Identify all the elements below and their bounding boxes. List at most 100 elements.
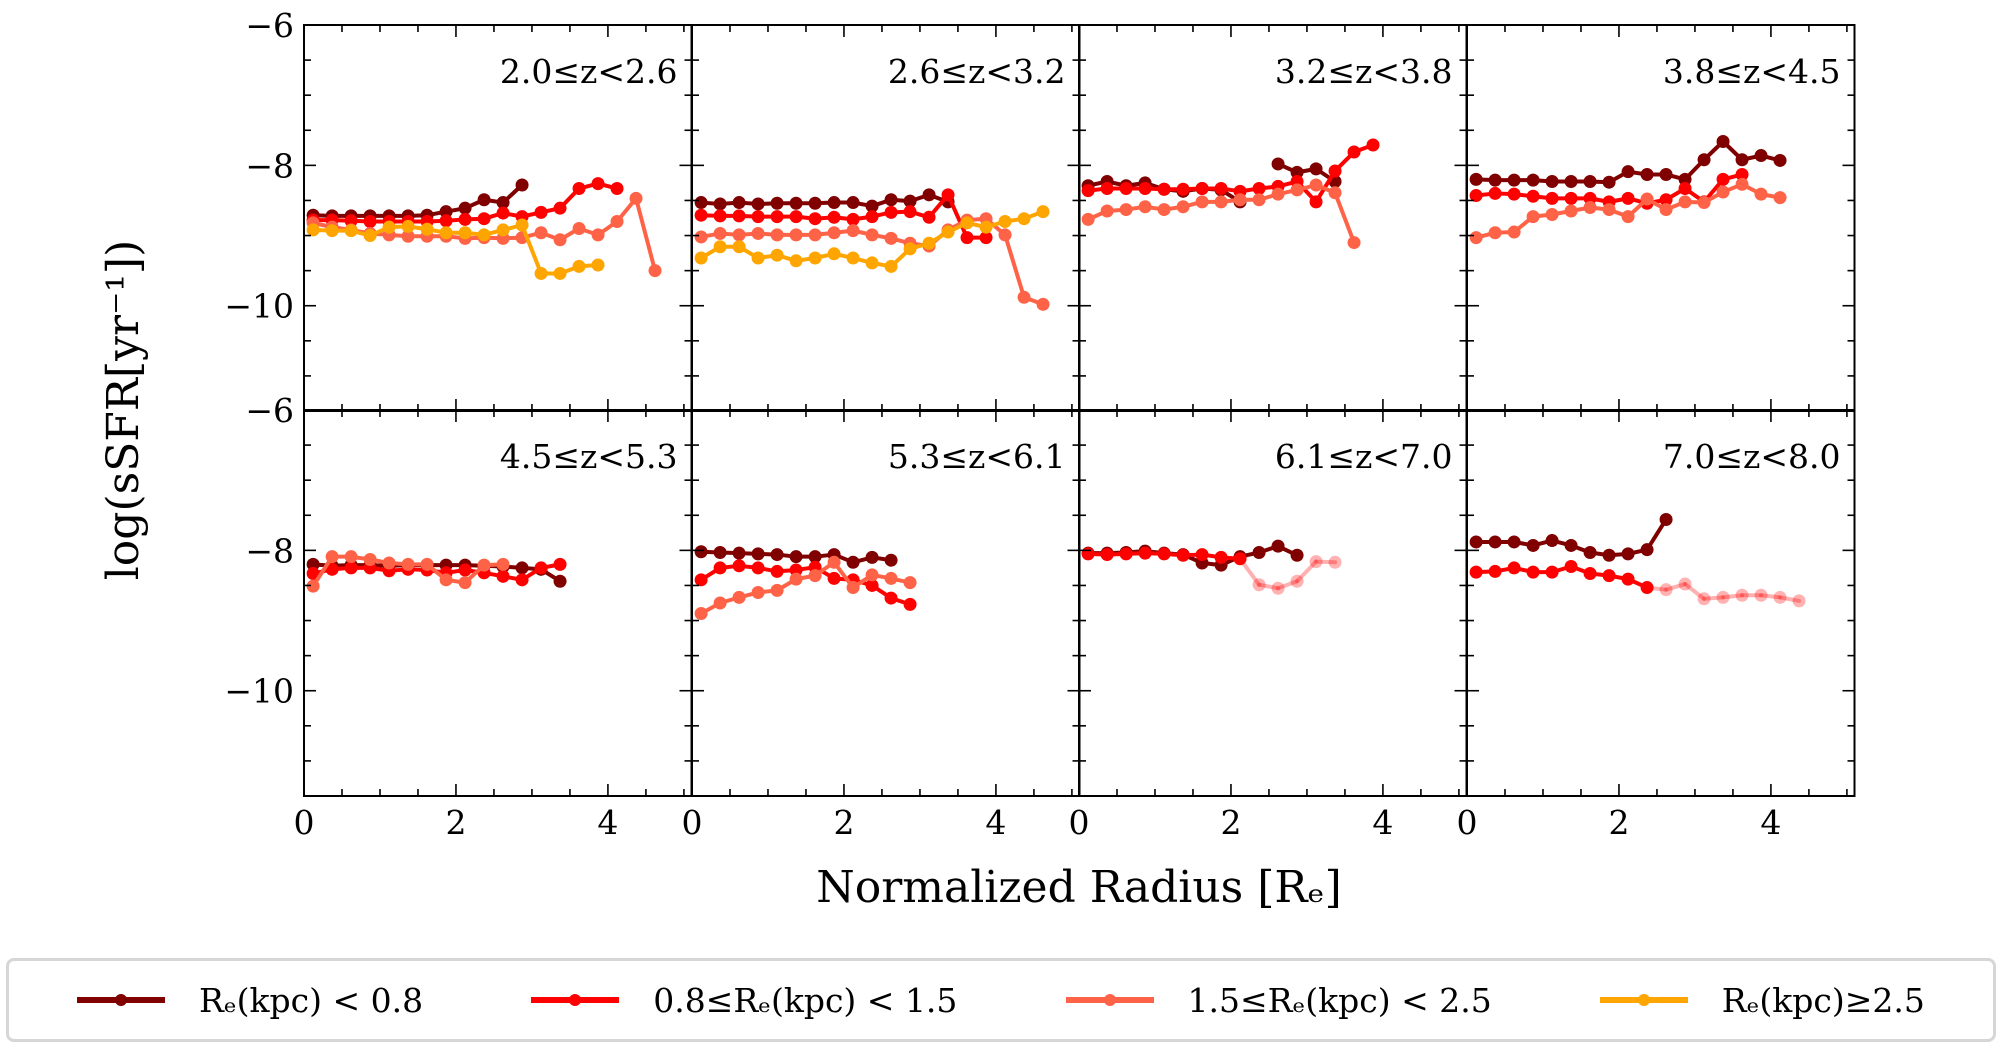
y-tick-label: −10 (224, 672, 294, 711)
data-point-s2 (1100, 182, 1114, 196)
panel-label: 3.2≤z<3.8 (1275, 52, 1453, 91)
data-point-s4 (770, 248, 784, 262)
data-point-s2 (344, 561, 358, 575)
y-tick-label: −8 (245, 146, 294, 185)
data-point-s3 (1621, 210, 1635, 224)
data-point-s1 (1773, 153, 1787, 167)
data-point-s2 (789, 210, 803, 224)
data-point-s2 (1602, 569, 1616, 583)
data-point-s2 (827, 571, 841, 585)
data-point-s2 (610, 182, 624, 196)
data-point-s2 (1488, 564, 1502, 578)
data-point-s2 (865, 210, 879, 224)
data-point-s2 (572, 182, 586, 196)
data-point-s2 (1773, 590, 1787, 604)
panel-3: 3.2≤z<3.8 (1078, 24, 1468, 412)
data-point-s1 (1621, 165, 1635, 179)
data-point-s3 (1640, 192, 1654, 206)
series-line-segment-s2 (1664, 582, 1688, 592)
data-point-s1 (1640, 167, 1654, 181)
series-line-segment-s3 (1003, 232, 1027, 300)
data-point-s1 (770, 548, 784, 562)
data-point-s3 (808, 569, 822, 583)
series-line-segment-s2 (1295, 559, 1319, 584)
data-point-s1 (732, 546, 746, 560)
panel-5: 4.5≤z<5.3 −10 −8 −6 0 2 4 (224, 391, 693, 842)
data-point-s3 (1659, 203, 1673, 217)
data-point-s2 (1640, 581, 1654, 595)
data-point-s3 (458, 576, 472, 590)
data-point-s3 (1119, 203, 1133, 217)
data-point-s1 (1602, 548, 1616, 562)
series-line-segment-s3 (1333, 190, 1357, 245)
series-line-segment-s3 (634, 196, 658, 273)
data-point-s1 (1640, 543, 1654, 557)
data-point-s1 (1735, 153, 1749, 167)
data-point-s2 (884, 591, 898, 605)
data-point-s2 (1214, 182, 1228, 196)
data-point-s2 (732, 209, 746, 223)
data-point-s2 (1659, 193, 1673, 207)
data-point-s4 (922, 236, 936, 250)
data-point-s2 (1138, 546, 1152, 560)
data-point-s2 (1526, 565, 1540, 579)
data-point-s3 (694, 230, 708, 244)
x-tick-label: 2 (833, 803, 854, 842)
legend-swatch-icon (531, 994, 620, 1006)
data-point-s4 (979, 220, 993, 234)
data-point-s4 (789, 254, 803, 268)
data-point-s2 (1659, 583, 1673, 597)
data-point-s2 (865, 578, 879, 592)
data-point-s1 (1678, 172, 1692, 186)
data-point-s3 (827, 555, 841, 569)
data-point-s4 (1017, 212, 1031, 226)
data-point-s3 (1309, 178, 1323, 192)
x-tick-label: 4 (1760, 803, 1781, 842)
legend-label: Rₑ(kpc) < 0.8 (199, 980, 424, 1020)
data-point-s2 (694, 573, 708, 587)
data-point-s2 (1469, 565, 1483, 579)
data-point-s3 (363, 552, 377, 566)
data-point-s3 (846, 581, 860, 595)
data-point-s4 (382, 220, 396, 234)
data-point-s3 (1754, 187, 1768, 201)
data-point-s3 (420, 557, 434, 571)
data-point-s3 (1716, 185, 1730, 199)
data-point-s2 (1507, 187, 1521, 201)
data-point-s4 (420, 222, 434, 236)
y-tick-label: −8 (245, 531, 294, 570)
data-point-s3 (382, 556, 396, 570)
data-point-s2 (1119, 547, 1133, 561)
data-point-s1 (1545, 175, 1559, 189)
data-point-s3 (439, 573, 453, 587)
data-point-s3 (572, 222, 586, 236)
data-point-s2 (1545, 565, 1559, 579)
data-point-s2 (1716, 590, 1730, 604)
data-point-s1 (1716, 135, 1730, 149)
data-point-s2 (1081, 547, 1095, 561)
panel-label: 6.1≤z<7.0 (1275, 437, 1453, 476)
data-point-s1 (694, 545, 708, 559)
data-point-s3 (846, 224, 860, 238)
series-line-segment-s2 (1314, 559, 1338, 565)
data-point-s2 (903, 205, 917, 219)
data-point-s1 (827, 196, 841, 210)
data-point-s3 (808, 228, 822, 242)
data-point-s4 (306, 223, 320, 237)
data-point-s2 (344, 214, 358, 228)
data-point-s4 (363, 229, 377, 243)
data-point-s2 (1545, 191, 1559, 205)
data-point-s4 (808, 251, 822, 265)
data-point-s2 (363, 215, 377, 229)
data-point-s2 (1583, 567, 1597, 581)
data-point-s3 (1545, 207, 1559, 221)
data-point-s3 (1290, 183, 1304, 197)
data-point-s2 (1507, 561, 1521, 575)
data-point-s2 (306, 567, 320, 581)
legend-label: Rₑ(kpc)≥2.5 (1721, 980, 1925, 1020)
data-point-s2 (1621, 572, 1635, 586)
data-point-s1 (306, 557, 320, 571)
data-point-s1 (1469, 535, 1483, 549)
data-point-s3 (732, 228, 746, 242)
data-point-s3 (1697, 196, 1711, 210)
